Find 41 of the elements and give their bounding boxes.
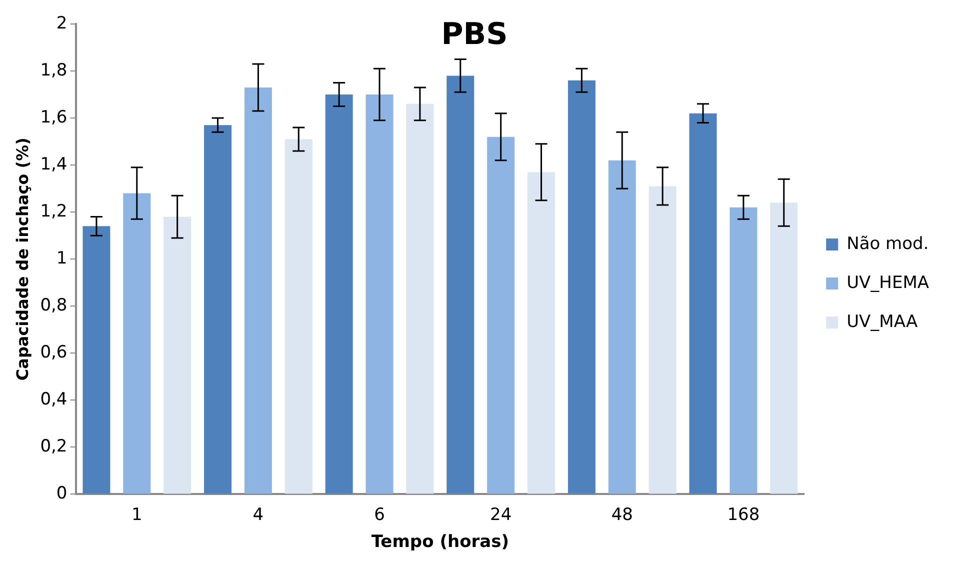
bar — [164, 216, 192, 494]
bar — [730, 207, 758, 494]
y-tick-label: 1,6 — [40, 107, 68, 128]
bar — [648, 186, 676, 494]
y-tick-label: 1 — [56, 248, 68, 269]
y-tick-label: 1,4 — [40, 154, 68, 174]
bar — [689, 113, 717, 494]
x-tick-label: 168 — [727, 504, 760, 525]
bar — [568, 80, 596, 494]
bar — [284, 139, 312, 494]
bar — [770, 202, 798, 494]
chart-title: PBS — [441, 16, 508, 52]
x-tick-label: 24 — [490, 504, 512, 525]
y-axis-title: Capacidade de inchaço (%) — [12, 138, 32, 381]
bar — [446, 76, 474, 494]
y-tick-label: 0,4 — [40, 390, 68, 410]
bar — [204, 125, 232, 494]
bar — [528, 172, 556, 494]
legend-label: UV_MAA — [846, 312, 918, 332]
bar — [366, 94, 394, 494]
x-tick-label: 48 — [611, 504, 633, 525]
x-tick-label: 4 — [252, 504, 264, 525]
y-tick-label: 2 — [56, 13, 68, 34]
y-tick-label: 0 — [56, 484, 68, 504]
bar — [608, 160, 636, 494]
bar — [325, 94, 353, 494]
y-tick-label: 1,8 — [40, 60, 68, 80]
bar — [406, 104, 434, 494]
legend-label: Não mod. — [846, 234, 929, 254]
y-tick-label: 0,2 — [40, 436, 68, 457]
x-axis-title: Tempo (horas) — [371, 532, 509, 552]
bar — [487, 136, 515, 494]
bar — [123, 193, 151, 494]
x-tick-label: 1 — [131, 504, 142, 525]
y-tick-label: 0,8 — [40, 296, 68, 316]
y-tick-label: 0,6 — [40, 342, 68, 363]
y-tick-label: 1,2 — [40, 202, 68, 222]
legend-label: UV_HEMA — [846, 272, 930, 293]
bar — [244, 87, 272, 494]
bar — [82, 226, 110, 494]
x-tick-label: 6 — [374, 504, 385, 525]
